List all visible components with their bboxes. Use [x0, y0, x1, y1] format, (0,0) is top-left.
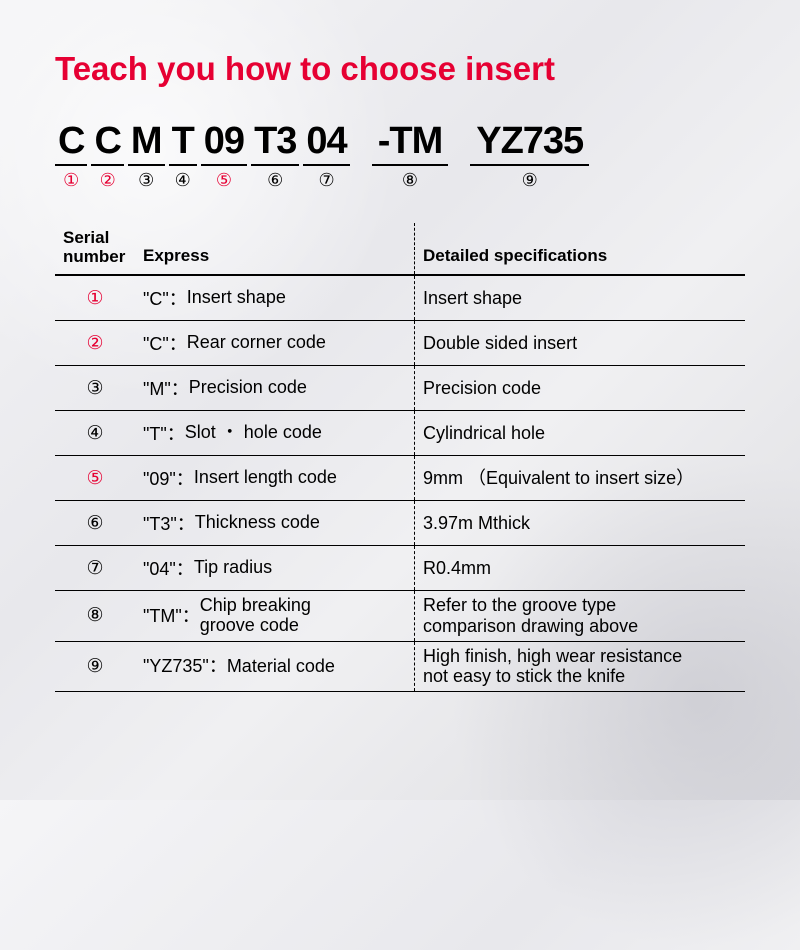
row-serial: ⑦ [55, 546, 135, 590]
code-segment-number: ⑧ [402, 170, 418, 191]
code-segment-text: C [91, 122, 123, 166]
row-serial: ⑥ [55, 501, 135, 545]
table-row: ②"C"：Rear corner codeDouble sided insert [55, 321, 745, 366]
code-segment: YZ735 ⑨ [470, 122, 589, 191]
row-detail: Double sided insert [415, 321, 745, 365]
row-express: "M"：Precision code [135, 366, 415, 410]
table-row: ③"M"：Precision codePrecision code [55, 366, 745, 411]
code-segment: M③ [128, 122, 165, 191]
code-segment-text: 09 [201, 122, 247, 166]
code-segment-text: T [169, 122, 197, 166]
row-serial: ⑧ [55, 591, 135, 640]
row-serial: ⑨ [55, 642, 135, 691]
code-breakdown-row: C①C②M③T④09⑤T3⑥04⑦-TM⑧YZ735⑨ [55, 122, 745, 191]
row-detail: Refer to the groove typecomparison drawi… [415, 591, 745, 640]
row-serial: ① [55, 276, 135, 320]
code-segment-number: ⑦ [318, 170, 334, 191]
code-segment-text: 04 [303, 122, 349, 166]
row-detail: Cylindrical hole [415, 411, 745, 455]
code-segment: -TM ⑧ [372, 122, 449, 191]
code-segment-text: T3 [251, 122, 299, 166]
table-row: ⑥"T3"：Thickness code3.97m Mthick [55, 501, 745, 546]
code-segment: C① [55, 122, 87, 191]
row-serial: ③ [55, 366, 135, 410]
code-segment-number: ⑥ [267, 170, 283, 191]
row-detail: High finish, high wear resistancenot eas… [415, 642, 745, 691]
header-serial: Serialnumber [55, 223, 135, 274]
spec-table: Serialnumber Express Detailed specificat… [55, 223, 745, 692]
row-detail: Insert shape [415, 276, 745, 320]
table-row: ①"C"：Insert shapeInsert shape [55, 276, 745, 321]
code-segment-number: ⑨ [522, 170, 538, 191]
code-segment: 04 ⑦ [303, 122, 349, 191]
row-detail: R0.4mm [415, 546, 745, 590]
table-row: ④"T"：Slot ・ hole codeCylindrical hole [55, 411, 745, 456]
page-title: Teach you how to choose insert [55, 50, 745, 88]
header-express: Express [135, 223, 415, 274]
row-serial: ④ [55, 411, 135, 455]
code-segment-text: YZ735 [470, 122, 589, 166]
row-detail: 9mm （Equivalent to insert size） [415, 456, 745, 500]
code-segment-text: C [55, 122, 87, 166]
row-express: "T3"：Thickness code [135, 501, 415, 545]
row-express: "09"：Insert length code [135, 456, 415, 500]
table-header-row: Serialnumber Express Detailed specificat… [55, 223, 745, 276]
row-express: "YZ735"：Material code [135, 642, 415, 691]
code-segment: C② [91, 122, 123, 191]
code-segment-number: ② [100, 170, 116, 191]
row-express: "T"：Slot ・ hole code [135, 411, 415, 455]
table-row: ⑤"09"：Insert length code9mm （Equivalent … [55, 456, 745, 501]
header-detail: Detailed specifications [415, 223, 745, 274]
row-detail: Precision code [415, 366, 745, 410]
code-segment: 09 ⑤ [201, 122, 247, 191]
row-serial: ⑤ [55, 456, 135, 500]
code-segment-number: ① [63, 170, 79, 191]
code-segment-number: ⑤ [216, 170, 232, 191]
row-serial: ② [55, 321, 135, 365]
row-express: "04"：Tip radius [135, 546, 415, 590]
row-detail: 3.97m Mthick [415, 501, 745, 545]
row-express: "TM"：Chip breakinggroove code [135, 591, 415, 640]
code-segment-number: ③ [138, 170, 154, 191]
row-express: "C"：Insert shape [135, 276, 415, 320]
code-segment: T3 ⑥ [251, 122, 299, 191]
code-segment-text: -TM [372, 122, 449, 166]
table-row: ⑦"04"：Tip radiusR0.4mm [55, 546, 745, 591]
code-segment-number: ④ [175, 170, 191, 191]
code-segment: T④ [169, 122, 197, 191]
code-segment-text: M [128, 122, 165, 166]
table-row: ⑧"TM"：Chip breakinggroove codeRefer to t… [55, 591, 745, 641]
row-express: "C"：Rear corner code [135, 321, 415, 365]
table-row: ⑨"YZ735"：Material codeHigh finish, high … [55, 642, 745, 692]
